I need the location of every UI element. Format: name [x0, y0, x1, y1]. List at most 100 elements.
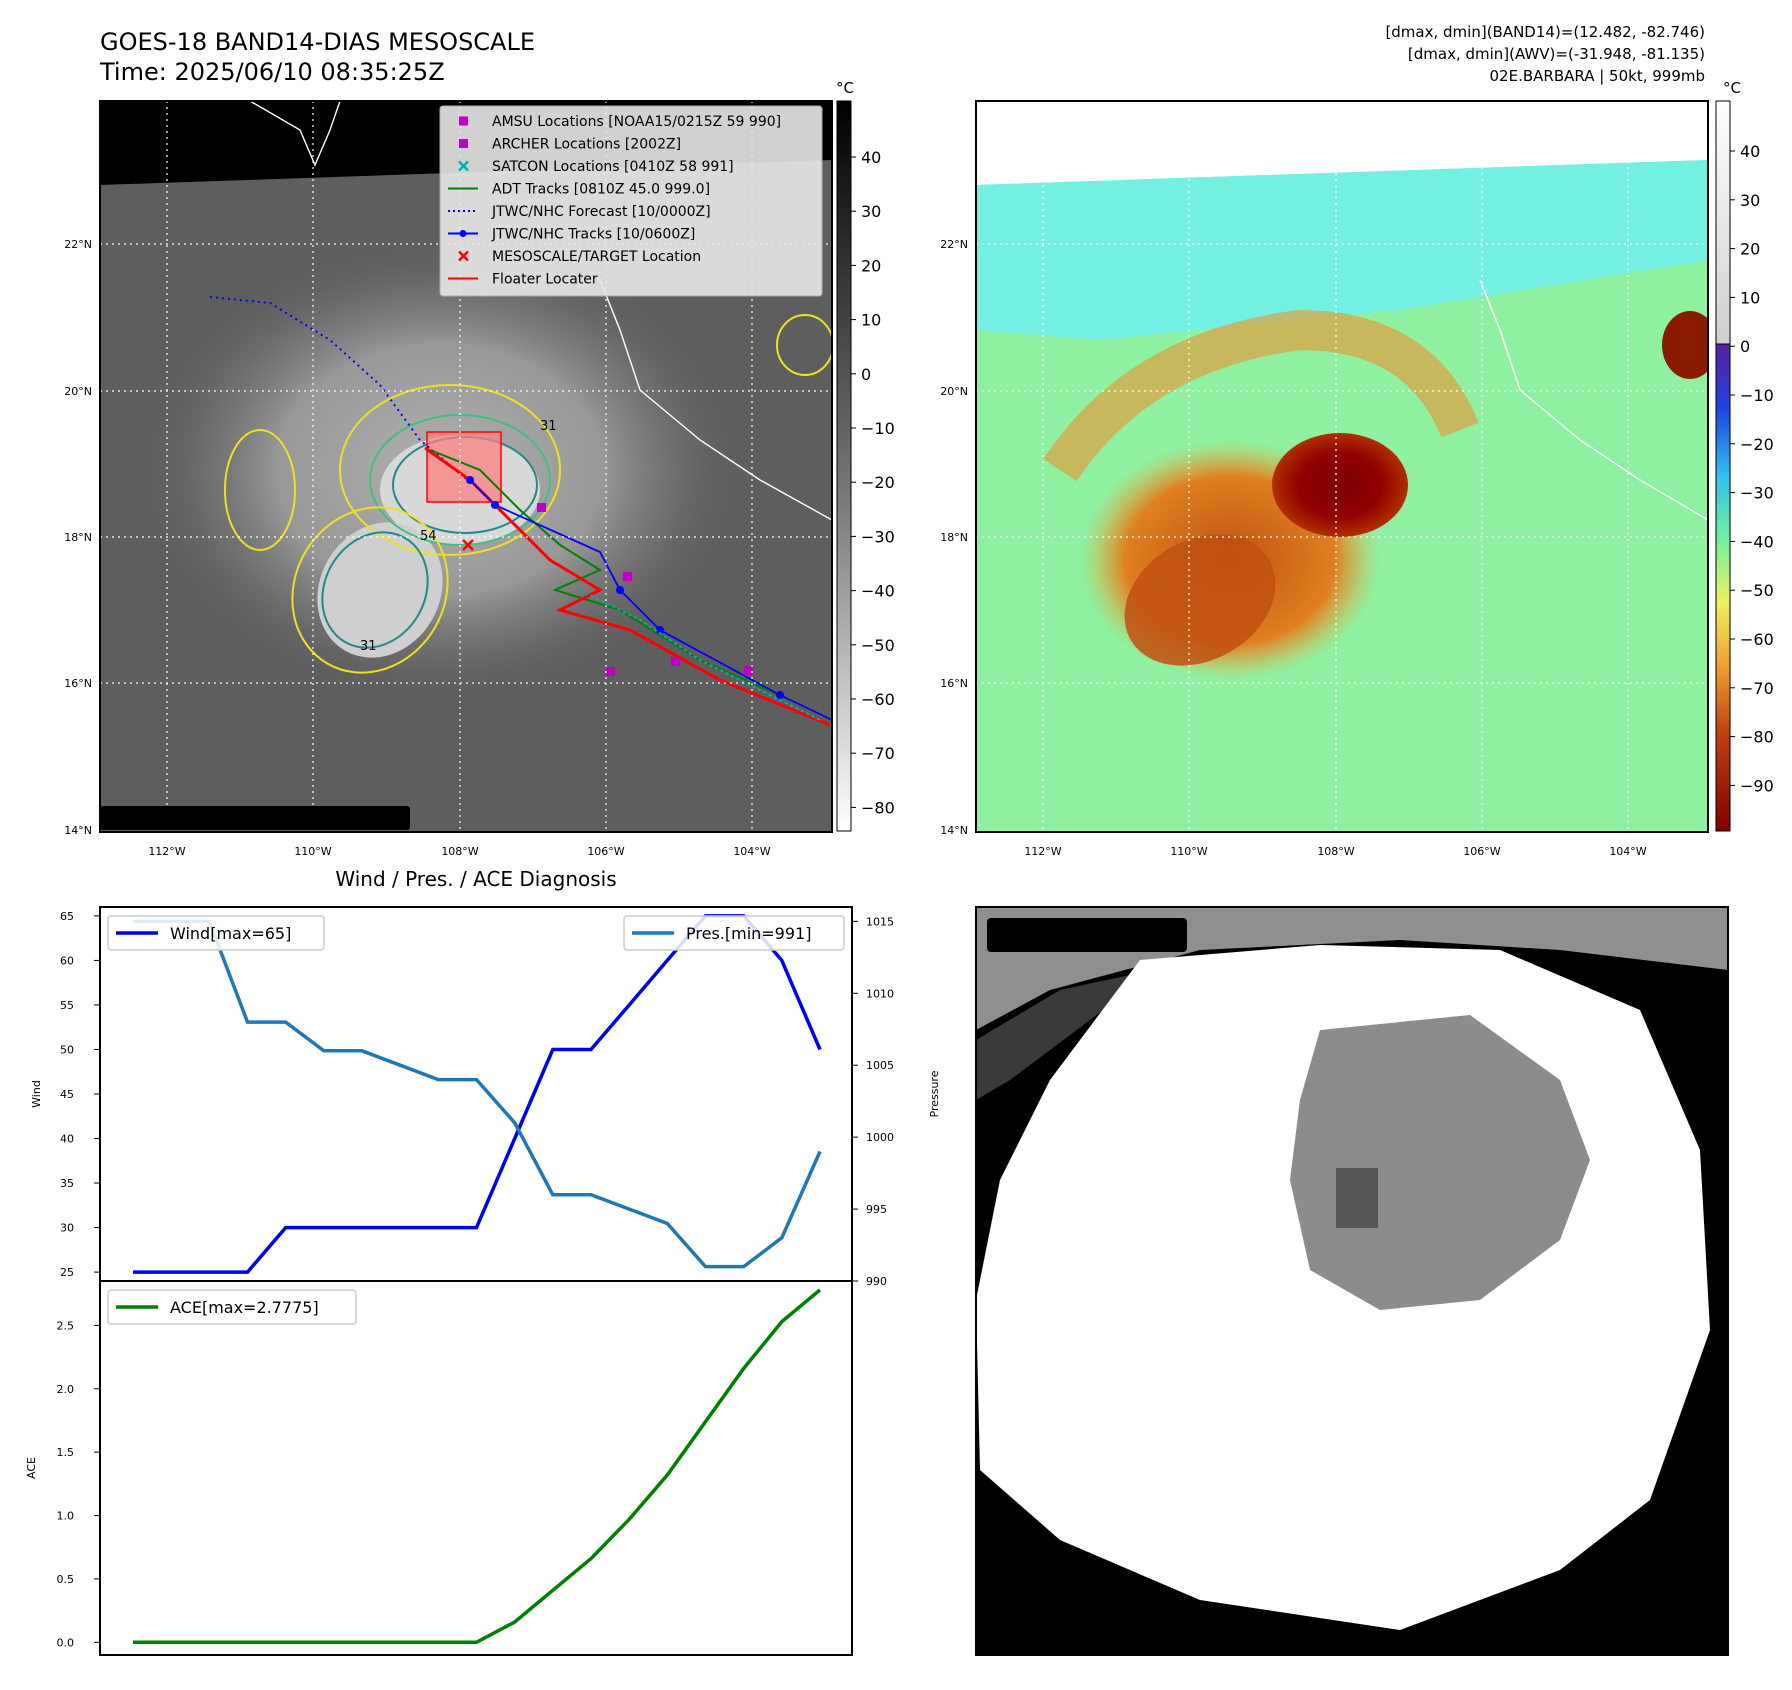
colorbar-tick-label: −70 [861, 744, 895, 763]
pressure-legend: Pres.[min=991] [623, 915, 845, 951]
ir-legend-box [439, 105, 823, 297]
ace-tick-label: 1.5 [57, 1446, 75, 1459]
colorbar-tick-label: 20 [1740, 240, 1760, 259]
amsu-location [623, 572, 632, 581]
awv-frame [975, 100, 1709, 833]
ace-chart: 0.0 0.5 1.0 1.5 2.0 2.5 ACE ACE[max=2.7775] [25, 1280, 853, 1656]
ir-contour-east [776, 314, 832, 376]
figure-title-line2: Time: 2025/06/10 08:35:25Z [99, 58, 445, 86]
longitude-tick-label: 108°W [441, 845, 478, 858]
colorbar-tick-label: 40 [1740, 142, 1760, 161]
colorbar-tick-label: 10 [1740, 288, 1760, 307]
longitude-tick-label: 106°W [587, 845, 624, 858]
legend-label: JTWC/NHC Forecast [10/0000Z] [491, 204, 711, 220]
contour-label: 54 [420, 529, 437, 544]
colorbar-tick-label: −30 [1740, 484, 1774, 503]
awv-moist-region [976, 160, 1708, 340]
longitude-tick-label: 110°W [1170, 845, 1207, 858]
wind-tick-label: 35 [60, 1177, 74, 1190]
copyright-text: Copyright © 2020-2025 Dapiya [104, 810, 366, 828]
wind-legend-box [107, 915, 325, 951]
latitude-tick-label: 18°N [940, 531, 968, 544]
ir-contour-yellow [339, 384, 561, 556]
colorbar-tick-label: 30 [1740, 191, 1760, 210]
legend-label: ARCHER Locations [2002Z] [492, 137, 681, 153]
contour-label: 31 [540, 419, 557, 434]
ir-contour-yellow-band [291, 506, 449, 674]
info-line1: [dmax, dmin](BAND14)=(12.482, -82.746) [1385, 23, 1705, 41]
wmg-frame [975, 906, 1729, 1656]
colorbar-tick-label: 40 [861, 148, 881, 167]
wmg-count-label: WMG Count: 13 [997, 924, 1172, 948]
ace-tick-label: 0.5 [57, 1573, 75, 1586]
wmg-dark-pixel [1336, 1168, 1378, 1228]
longitude-tick-label: 110°W [294, 845, 331, 858]
longitude-tick-label: 104°W [1609, 845, 1646, 858]
ir-frame [99, 100, 833, 833]
satcon-locations [579, 589, 821, 721]
longitude-tick-label: 112°W [1024, 845, 1061, 858]
wind-tick-label: 45 [60, 1088, 74, 1101]
ace-tick-label: 2.0 [57, 1383, 75, 1396]
legend-swatch-dot [459, 230, 467, 237]
awv-core [1272, 433, 1408, 537]
ace-frame [99, 1280, 853, 1656]
jtwc-track-point [491, 501, 499, 509]
awv-band-south [1124, 534, 1276, 666]
wind-tick-label: 60 [60, 954, 74, 967]
colorbar-tick-label: 10 [861, 311, 881, 330]
awv-spiral-band [1043, 309, 1479, 482]
colorbar-tick-label: −50 [861, 636, 895, 655]
pressure-tick-label: 1005 [866, 1059, 894, 1072]
latitude-tick-label: 20°N [940, 385, 968, 398]
ace-legend-label: ACE[max=2.7775] [170, 1298, 319, 1317]
colorbar-tick-label: −50 [1740, 581, 1774, 600]
ace-tick-label: 1.0 [57, 1510, 75, 1523]
jtwc-track-point [776, 691, 784, 699]
contour-label: 31 [360, 639, 377, 654]
wind-tick-label: 65 [60, 910, 74, 923]
latitude-tick-label: 20°N [64, 385, 92, 398]
ir-colorbar-unit: °C [836, 79, 854, 97]
adt-track [429, 449, 791, 701]
wind-tick-label: 55 [60, 999, 74, 1012]
longitude-tick-label: 112°W [148, 845, 185, 858]
legend-swatch-square [459, 116, 468, 126]
wind-tick-label: 50 [60, 1043, 74, 1056]
longitude-tick-label: 108°W [1317, 845, 1354, 858]
latitude-tick-label: 18°N [64, 531, 92, 544]
wind-pressure-chart: 25 30 35 40 45 50 55 60 65 990 995 1000 1005 1010 101… [30, 906, 941, 1288]
target-location-marker [462, 539, 474, 551]
ir-legend: AMSU Locations [NOAA15/0215Z 59 990] ARCH… [439, 105, 823, 297]
ace-series-line [133, 1288, 822, 1645]
colorbar-tick-label: −80 [1740, 728, 1774, 747]
archer-location [744, 666, 753, 675]
colorbar-tick-label: 30 [861, 202, 881, 221]
jtwc-track-point [466, 476, 474, 484]
pressure-tick-label: 995 [866, 1203, 887, 1216]
ace-legend: ACE[max=2.7775] [107, 1289, 357, 1325]
legend-label: JTWC/NHC Tracks [10/0600Z] [491, 227, 695, 243]
wind-legend: Wind[max=65] [107, 915, 325, 951]
ace-legend-box [107, 1289, 357, 1325]
legend-label: SATCON Locations [0410Z 58 991] [492, 159, 734, 175]
legend-label: ADT Tracks [0810Z 45.0 999.0] [492, 182, 710, 198]
latitude-tick-label: 22°N [940, 238, 968, 251]
pressure-axis-label: Pressure [928, 1070, 941, 1117]
amsu-location [537, 503, 546, 512]
archer-location [671, 657, 680, 666]
pressure-tick-label: 1010 [866, 987, 894, 1000]
awv-east-cell [1662, 311, 1708, 379]
colorbar-tick-label: −60 [1740, 630, 1774, 649]
ace-axis-label: ACE [25, 1457, 38, 1479]
pressure-tick-label: 990 [866, 1275, 887, 1288]
wind-tick-label: 40 [60, 1133, 74, 1146]
pressure-tick-label: 1000 [866, 1131, 894, 1144]
colorbar-tick-label: −90 [1740, 776, 1774, 795]
ir-coastline [249, 101, 832, 521]
ir-colorbar [836, 100, 852, 832]
pressure-tick-label: 1015 [866, 915, 894, 928]
latitude-tick-label: 16°N [940, 677, 968, 690]
legend-swatch-x [458, 160, 469, 172]
legend-swatch-square [459, 139, 468, 148]
